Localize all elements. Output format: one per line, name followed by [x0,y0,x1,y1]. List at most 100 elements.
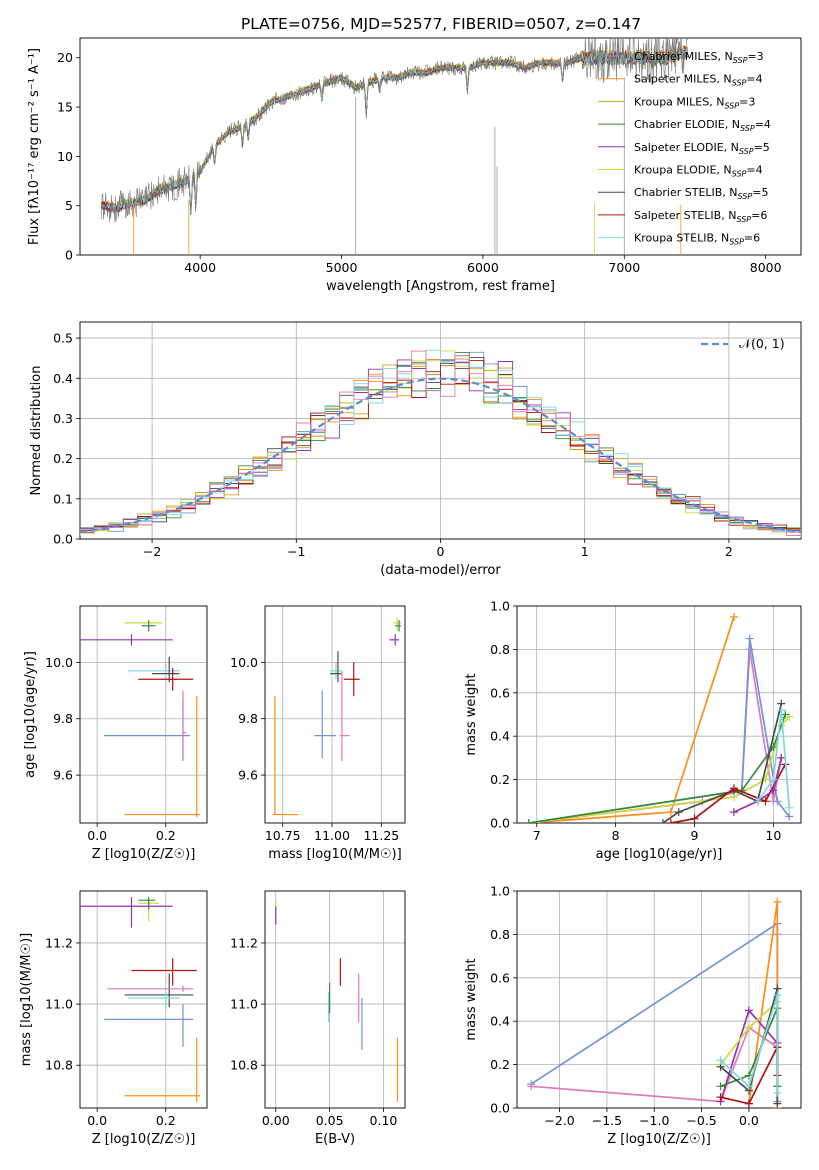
legend-label: Kroupa MILES, N [634,95,724,108]
y-tick-label: 0.8 [490,927,510,942]
data-point-errorbar [80,897,173,928]
y-tick-label: 0.0 [53,532,73,547]
y-tick-label: 20 [57,50,73,65]
data-point-errorbar [128,991,180,1011]
x-axis-label: Z [log10(Z/Z☉)] [92,1132,196,1147]
legend-entry: 𝒩(0, 1) [739,336,785,351]
residuals-axes: −2 −1 0 1 2 0.0 0.1 0.2 0.3 0.4 0.5 (data-model)/er… [29,321,802,578]
y-tick-label: 10 [57,149,73,164]
data-point-errorbar [152,656,180,683]
mass_vs_ebv-frame [264,890,406,1109]
y-tick-label: 0.2 [53,451,73,466]
legend-value: =5 [752,186,768,199]
y-axis-label: Flux [fλ10⁻¹⁷ erg cm⁻² s⁻¹ A⁻¹] [27,48,42,245]
legend-label: Salpeter ELODIE, N [634,141,739,154]
x-tick-label: −2 [143,544,161,559]
legend-entry: Salpeter MILES, NSSP=4 [634,73,763,88]
data-point-errorbar [124,1037,201,1102]
data-point-errorbar [80,634,173,646]
weight_vs_age-frame [516,605,802,824]
legend-label: Chabrier ELODIE, N [634,118,740,131]
data-point-errorbar [124,973,194,1008]
weight-marker [773,797,782,806]
weight-marker [785,803,794,812]
y-tick-label: 0.6 [490,970,510,985]
y-tick-label: 0.3 [53,411,73,426]
x-axis-label: Z [log10(Z/Z☉)] [92,847,196,862]
weight-marker [729,612,738,621]
weight-line [756,710,791,808]
x-tick-label: 4000 [184,260,216,275]
age_vs_z-axes: 0.0 0.2 9.6 9.8 10.0 Z [log10(Z/Z☉)] age [log1… [23,605,208,862]
y-axis-label: mass weight [464,958,479,1040]
y-tick-label: 0.2 [490,772,510,787]
x-tick-label: −1.5 [592,1113,622,1128]
x-tick-label: 7000 [608,260,640,275]
data-point-errorbar [272,696,299,816]
legend-subscript: SSP [724,101,739,110]
weight-marker [777,706,786,715]
x-tick-label: 11.00 [314,828,350,843]
weight-marker [785,812,794,821]
spectrum-data-line [100,38,688,223]
age_vs_z-frame [79,605,208,824]
weight-line [528,716,790,823]
weight-marker [674,808,683,817]
x-tick-label: 2 [725,544,733,559]
spectrum-axes: 4000 5000 6000 7000 8000 0 5 10 15 20 wavelength [… [27,37,802,294]
legend-label: Kroupa STELIB, N [634,232,729,245]
x-tick-label: 6000 [467,260,499,275]
x-tick-label: 0.2 [156,1113,176,1128]
x-tick-label: −2.0 [544,1113,574,1128]
legend-subscript: SSP [736,215,751,224]
x-tick-label: 0.00 [262,1113,290,1128]
y-tick-label: 0.4 [490,729,510,744]
weight-marker [729,808,738,817]
data-point-errorbar [395,620,402,632]
data-point-errorbar [343,662,360,697]
data-point-errorbar [107,985,194,992]
mass_vs_ebv-axes: 0.00 0.05 0.10 10.8 11.0 11.2 E(B-V) [230,890,406,1147]
mass_vs_ebv-points [275,900,399,1102]
y-axis-label: age [log10(age/yr)] [23,651,38,778]
x-tick-label: 0 [437,544,445,559]
x-tick-label: 8 [612,828,620,843]
y-tick-label: 0.0 [490,816,510,831]
legend-subscript: SSP [733,56,748,65]
legend-subscript: SSP [732,79,747,88]
legend-entry: Kroupa MILES, NSSP=3 [634,95,755,110]
mass_vs_z-frame [79,890,208,1109]
spectrum-frame [79,37,802,256]
y-tick-label: 11.2 [45,935,73,950]
legend-entry: Chabrier STELIB, NSSP=5 [634,186,768,201]
weight-marker [527,1082,536,1091]
data-point-errorbar [339,670,350,761]
data-point-errorbar [124,696,201,818]
x-tick-label: 10.75 [265,828,301,843]
legend-entry: Chabrier MILES, NSSP=3 [634,50,764,65]
legend-subscript: SSP [729,238,744,247]
legend-label: Salpeter STELIB, N [634,209,736,222]
y-tick-label: 10.0 [45,655,73,670]
x-tick-label: 0.0 [87,1113,107,1128]
x-tick-label: 10 [765,828,781,843]
data-point-errorbar [393,617,402,632]
y-tick-label: 11.0 [230,997,258,1012]
data-point-errorbar [330,662,342,680]
weight-marker [773,1088,782,1097]
weight-marker [666,808,675,817]
data-point-errorbar [104,699,190,761]
data-point-errorbar [330,651,342,683]
y-tick-label: 0.5 [53,331,73,346]
legend-value: =4 [746,73,762,86]
y-tick-label: 0.4 [490,1014,510,1029]
x-tick-label: 8000 [750,260,782,275]
residual-histograms [80,349,801,538]
weight_vs_z-axes: −2.0 −1.5 −1.0 −0.5 0.0 0.0 0.2 0.4 0.6 0.8 1.0 Z [… [464,884,802,1147]
y-tick-label: 10.8 [45,1058,73,1073]
legend-entry: Salpeter ELODIE, NSSP=5 [634,141,770,156]
weight-marker [773,1099,782,1108]
weight-marker [769,775,778,784]
x-tick-label: 0.05 [316,1113,344,1128]
